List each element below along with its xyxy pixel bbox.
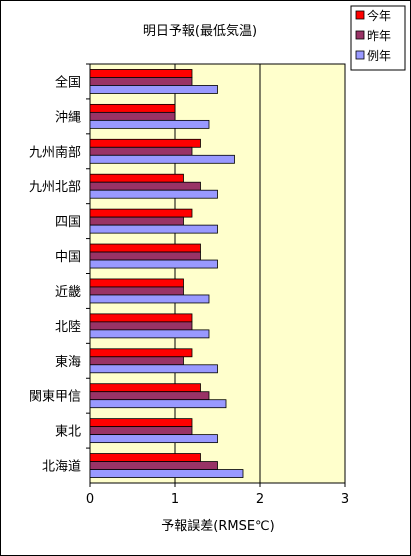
bar [89,181,201,191]
x-tick-labels: 0 1 2 3 [86,483,349,507]
bar [89,426,193,436]
legend-label: 例年 [367,49,391,63]
x-tick-label: 2 [256,492,264,507]
bar [89,321,193,331]
bar [89,208,193,218]
bar [89,278,184,288]
category-label: 北陸 [55,319,81,335]
x-axis-label: 予報誤差(RMSE℃) [161,518,274,534]
bar [89,189,218,199]
legend-swatch [355,30,365,40]
x-tick-label: 3 [341,492,349,507]
bar [89,85,218,94]
category-label: 中国 [55,250,81,265]
category-label: 九州南部 [29,144,81,160]
bar [89,286,184,296]
bar [89,348,193,358]
bar [89,391,210,401]
bar [89,461,218,470]
bar [89,154,235,164]
legend-swatch [355,50,365,60]
category-label: 東海 [55,354,81,370]
legend-label: 昨年 [367,29,391,43]
chart-title: 明日予報(最低気温) [143,23,257,39]
bar [89,224,218,234]
bar [89,399,227,409]
bars [89,69,244,478]
bar [89,356,184,366]
bar [89,69,193,78]
bar [89,146,193,156]
category-label: 近畿 [55,285,81,300]
legend-swatch [355,10,365,20]
category-label: 九州北部 [29,180,81,195]
bar [89,251,201,261]
x-tick-label: 1 [171,492,179,507]
bar [89,243,201,253]
gridlines [174,64,261,483]
bar [89,434,218,444]
category-label: 全国 [55,74,81,90]
bar [89,77,193,86]
legend-label: 今年 [367,8,391,23]
category-label: 東北 [55,424,81,440]
bar [89,103,176,113]
bar [89,216,184,226]
category-label: 関東甲信 [29,389,81,405]
bar [89,313,193,323]
bar [89,259,218,269]
category-label: 沖縄 [55,110,81,125]
bar [89,294,210,304]
bar [89,111,176,121]
bar [89,418,193,428]
bar [89,469,244,478]
category-label: 四国 [55,215,81,230]
bar [89,364,218,374]
bar [89,173,184,183]
category-label: 北海道 [42,460,81,475]
plot-area [89,63,346,484]
bar [89,453,201,462]
bar [89,119,210,129]
x-tick-label: 0 [86,492,94,507]
bar [89,383,201,393]
bar [89,329,210,339]
bar [89,138,201,148]
